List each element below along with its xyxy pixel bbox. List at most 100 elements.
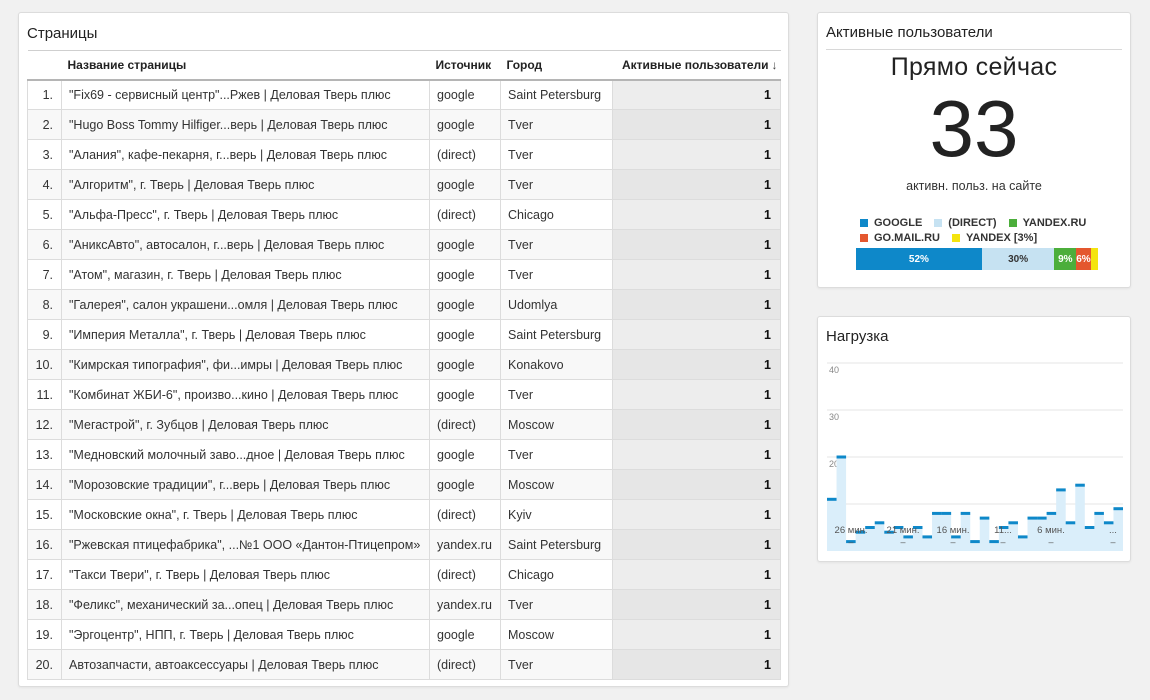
- cell-source: yandex.ru: [429, 529, 501, 560]
- pages-panel-title: Страницы: [27, 25, 98, 42]
- cell-users: 1: [612, 319, 781, 350]
- cell-page[interactable]: "АниксАвто", автосалон, г...верь | Делов…: [61, 229, 430, 260]
- cell-page[interactable]: "Алгоритм", г. Тверь | Деловая Тверь плю…: [61, 169, 430, 200]
- cell-num: 6.: [27, 229, 62, 260]
- cell-users: 1: [612, 169, 781, 200]
- cell-page[interactable]: "Галерея", салон украшени...омля | Делов…: [61, 289, 430, 320]
- cell-city: Moscow: [500, 619, 613, 650]
- header-page-title[interactable]: Название страницы: [61, 50, 430, 81]
- cell-users: 1: [612, 349, 781, 380]
- cell-page[interactable]: "Fix69 - сервисный центр"...Ржев | Делов…: [61, 79, 430, 110]
- cell-source: google: [429, 229, 501, 260]
- cell-city: Tver: [500, 109, 613, 140]
- source-bar-segment: 30%: [981, 248, 1055, 270]
- cell-page[interactable]: "Эргоцентр", НПП, г. Тверь | Деловая Тве…: [61, 619, 430, 650]
- cell-users: 1: [612, 139, 781, 170]
- legend-row: GOOGLE (DIRECT) YANDEX.RU: [860, 215, 1110, 230]
- x-tick-label: 26 мин.: [835, 525, 868, 536]
- table-row[interactable]: 2. "Hugo Boss Tommy Hilfiger...верь | Дел…: [27, 109, 781, 140]
- source-bar-segment: 52%: [856, 248, 982, 270]
- cell-num: 10.: [27, 349, 62, 380]
- cell-page[interactable]: "Атом", магазин, г. Тверь | Деловая Твер…: [61, 259, 430, 290]
- cell-num: 3.: [27, 139, 62, 170]
- cell-city: Saint Petersburg: [500, 529, 613, 560]
- table-row[interactable]: 14. "Морозовские традиции", г...верь | Де…: [27, 469, 781, 500]
- table-row[interactable]: 10. "Кимрская типография", фи...имры | Де…: [27, 349, 781, 380]
- cell-source: google: [429, 79, 501, 110]
- cell-city: Konakovo: [500, 349, 613, 380]
- table-row[interactable]: 13. "Медновский молочный заво...дное | Де…: [27, 439, 781, 470]
- cell-page[interactable]: "Морозовские традиции", г...верь | Делов…: [61, 469, 430, 500]
- cell-num: 9.: [27, 319, 62, 350]
- cell-page[interactable]: "Московские окна", г. Тверь | Деловая Тв…: [61, 499, 430, 530]
- pages-table: Название страницы Источник Город Активны…: [27, 50, 781, 680]
- header-active-users[interactable]: Активные пользователи ↓: [612, 50, 781, 81]
- legend-swatch: [1008, 218, 1017, 227]
- cell-source: (direct): [429, 199, 501, 230]
- x-tick-label: 11...: [994, 525, 1012, 536]
- x-tick-label: 6 мин.: [1037, 525, 1065, 536]
- cell-users: 1: [612, 259, 781, 290]
- cell-city: Moscow: [500, 469, 613, 500]
- arrow-down-icon[interactable]: ↓: [771, 57, 778, 72]
- cell-source: (direct): [429, 499, 501, 530]
- cell-source: google: [429, 619, 501, 650]
- source-bar-segment: 6%: [1076, 248, 1091, 270]
- table-row[interactable]: 20. Автозапчасти, автоаксессуары | Делова…: [27, 649, 781, 680]
- table-row[interactable]: 17. "Такси Твери", г. Тверь | Деловая Тве…: [27, 559, 781, 590]
- cell-page[interactable]: Автозапчасти, автоаксессуары | Деловая Т…: [61, 649, 430, 680]
- cell-users: 1: [612, 79, 781, 110]
- cell-page[interactable]: "Альфа-Пресс", г. Тверь | Деловая Тверь …: [61, 199, 430, 230]
- header-city[interactable]: Город: [500, 50, 613, 81]
- cell-page[interactable]: "Такси Твери", г. Тверь | Деловая Тверь …: [61, 559, 430, 590]
- cell-page[interactable]: "Алания", кафе-пекарня, г...верь | Делов…: [61, 139, 430, 170]
- cell-num: 4.: [27, 169, 62, 200]
- active-users-count: 33: [929, 84, 1019, 173]
- cell-users: 1: [612, 499, 781, 530]
- active-users-panel: Активные пользователи Прямо сейчас 33 ак…: [817, 12, 1131, 288]
- table-row[interactable]: 19. "Эргоцентр", НПП, г. Тверь | Деловая …: [27, 619, 781, 650]
- cell-page[interactable]: "Комбинат ЖБИ-6", произво...кино | Делов…: [61, 379, 430, 410]
- table-row[interactable]: 7. "Атом", магазин, г. Тверь | Деловая Тв…: [27, 259, 781, 290]
- cell-city: Chicago: [500, 199, 613, 230]
- cell-users: 1: [612, 409, 781, 440]
- source-bar-segment: [1090, 248, 1098, 270]
- cell-num: 14.: [27, 469, 62, 500]
- x-tick-label: 16 мин.: [937, 525, 970, 536]
- table-row[interactable]: 6. "АниксАвто", автосалон, г...верь | Дел…: [27, 229, 781, 260]
- legend-label: GO.MAIL.RU: [874, 231, 940, 244]
- x-tick-mark: –: [848, 537, 853, 547]
- legend-row: GO.MAIL.RU YANDEX [3%]: [860, 230, 1110, 245]
- cell-page[interactable]: "Медновский молочный заво...дное | Делов…: [61, 439, 430, 470]
- cell-page[interactable]: "Феликс", механический за...опец | Делов…: [61, 589, 430, 620]
- cell-users: 1: [612, 289, 781, 320]
- table-row[interactable]: 4. "Алгоритм", г. Тверь | Деловая Тверь п…: [27, 169, 781, 200]
- cell-city: Kyiv: [500, 499, 613, 530]
- table-row[interactable]: 8. "Галерея", салон украшени...омля | Дел…: [27, 289, 781, 320]
- cell-source: (direct): [429, 649, 501, 680]
- table-row[interactable]: 11. "Комбинат ЖБИ-6", произво...кино | Де…: [27, 379, 781, 410]
- table-row[interactable]: 3. "Алания", кафе-пекарня, г...верь | Дел…: [27, 139, 781, 170]
- cell-num: 2.: [27, 109, 62, 140]
- cell-page[interactable]: "Мегастрой", г. Зубцов | Деловая Тверь п…: [61, 409, 430, 440]
- cell-users: 1: [612, 199, 781, 230]
- cell-page[interactable]: "Hugo Boss Tommy Hilfiger...верь | Делов…: [61, 109, 430, 140]
- cell-page[interactable]: "Ржевская птицефабрика", ...№1 ООО «Дант…: [61, 529, 430, 560]
- table-row[interactable]: 16. "Ржевская птицефабрика", ...№1 ООО «Д…: [27, 529, 781, 560]
- header-source[interactable]: Источник: [429, 50, 501, 81]
- table-row[interactable]: 15. "Московские окна", г. Тверь | Деловая…: [27, 499, 781, 530]
- cell-page[interactable]: "Кимрская типография", фи...имры | Делов…: [61, 349, 430, 380]
- cell-users: 1: [612, 529, 781, 560]
- header-users-label: Активные пользователи: [621, 57, 769, 72]
- table-row[interactable]: 18. "Феликс", механический за...опец | Де…: [27, 589, 781, 620]
- cell-source: (direct): [429, 139, 501, 170]
- x-tick-label: 21 мин.: [887, 525, 920, 536]
- table-row[interactable]: 5. "Альфа-Пресс", г. Тверь | Деловая Твер…: [27, 199, 781, 230]
- cell-page[interactable]: "Империя Металла", г. Тверь | Деловая Тв…: [61, 319, 430, 350]
- cell-users: 1: [612, 439, 781, 470]
- table-row[interactable]: 12. "Мегастрой", г. Зубцов | Деловая Твер…: [27, 409, 781, 440]
- table-row[interactable]: 9. "Империя Металла", г. Тверь | Деловая …: [27, 319, 781, 350]
- cell-num: 20.: [27, 649, 62, 680]
- table-row[interactable]: 1. "Fix69 - сервисный центр"...Ржев | Дел…: [27, 79, 781, 110]
- cell-num: 12.: [27, 409, 62, 440]
